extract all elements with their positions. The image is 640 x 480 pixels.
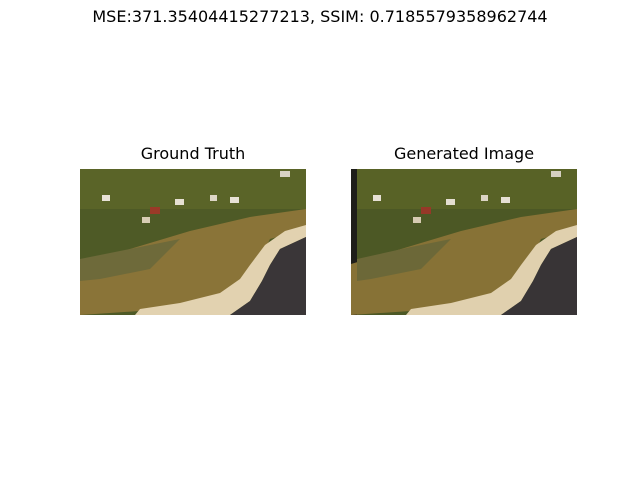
figure-suptitle: MSE:371.35404415277213, SSIM: 0.71855793… — [92, 7, 548, 26]
generated-image-title: Generated Image — [393, 144, 535, 163]
generated-image — [351, 169, 577, 315]
ground-truth-title: Ground Truth — [140, 144, 246, 163]
ground-truth-image — [80, 169, 306, 315]
